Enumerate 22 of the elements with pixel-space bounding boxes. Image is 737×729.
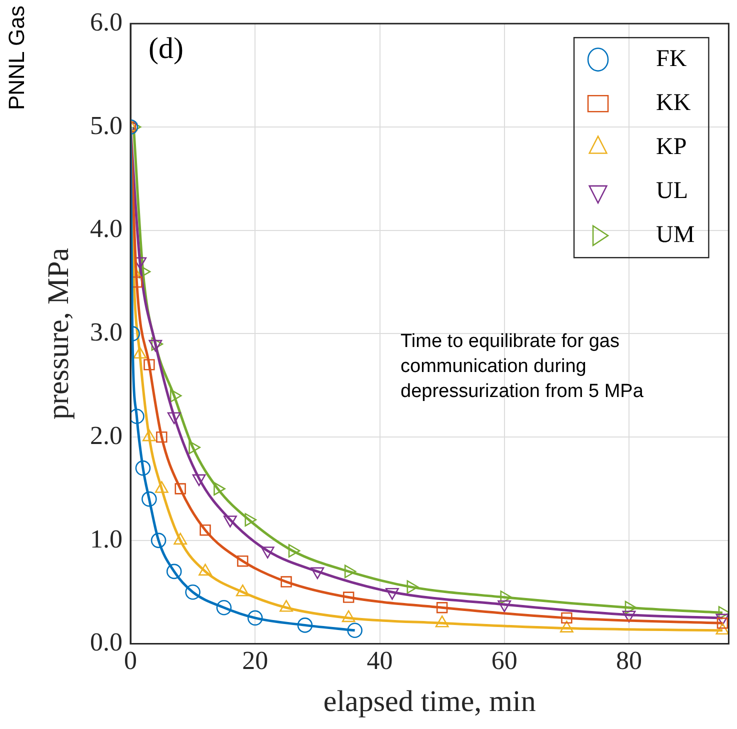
y-tick-label: 3.0 <box>90 318 122 347</box>
y-tick-label: 2.0 <box>90 420 122 450</box>
x-tick-label: 60 <box>491 646 518 676</box>
x-tick-label: 0 <box>124 646 137 676</box>
legend-label: KK <box>620 90 692 116</box>
annotation: (d) <box>148 32 184 66</box>
legend-label: UM <box>620 222 695 248</box>
y-tick-label: 4.0 <box>90 214 122 244</box>
y-tick-label: 0.0 <box>90 628 122 657</box>
annotation: Time to equilibrate for gas communication during depressurization from 5 MPa <box>400 330 644 404</box>
y-tick-label: 6.0 <box>90 7 122 36</box>
legend-label: KP <box>620 134 687 160</box>
x-tick-label: 20 <box>242 646 268 676</box>
text: PNNL Gas <box>4 6 30 110</box>
y-axis-title: pressure, MPa <box>42 248 75 420</box>
legend-label: FK <box>620 46 688 72</box>
x-axis-title: elapsed time, min <box>323 684 536 718</box>
x-tick-label: 40 <box>366 646 393 676</box>
y-tick-label: 5.0 <box>90 110 122 140</box>
x-tick-label: 80 <box>616 646 642 676</box>
legend-label: UL <box>620 178 688 204</box>
y-tick-label: 1.0 <box>90 524 122 554</box>
